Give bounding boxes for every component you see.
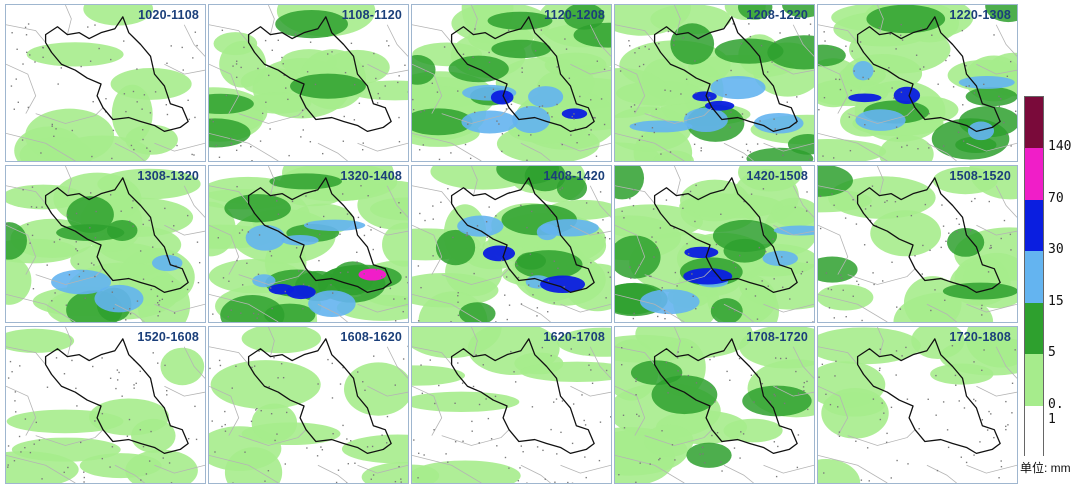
forecast-panel-1220-1308: 1220-1308 xyxy=(817,4,1018,162)
legend-color-swatch xyxy=(1025,97,1043,149)
rain-map xyxy=(818,327,1017,483)
legend-color-swatch xyxy=(1025,148,1043,200)
rain-map xyxy=(615,166,814,322)
forecast-panel-1708-1720: 1708-1720 xyxy=(614,326,815,484)
panel-time-label: 1308-1320 xyxy=(137,169,199,183)
forecast-panel-1520-1608: 1520-1608 xyxy=(5,326,206,484)
rain-map xyxy=(818,5,1017,161)
rain-map xyxy=(6,166,205,322)
legend-color-swatch xyxy=(1025,199,1043,252)
forecast-panel-1320-1408: 1320-1408 xyxy=(208,165,409,323)
forecast-panel-1408-1420: 1408-1420 xyxy=(411,165,612,323)
legend-color-swatch xyxy=(1025,354,1043,406)
forecast-panel-1308-1320: 1308-1320 xyxy=(5,165,206,323)
forecast-panel-1620-1708: 1620-1708 xyxy=(411,326,612,484)
rain-map xyxy=(209,5,408,161)
rain-map xyxy=(615,327,814,483)
panel-time-label: 1220-1308 xyxy=(949,8,1011,22)
panel-time-label: 1620-1708 xyxy=(543,330,605,344)
rain-map xyxy=(818,166,1017,322)
panel-time-label: 1108-1120 xyxy=(341,8,402,22)
legend-unit-label: 单位: mm xyxy=(1020,461,1071,475)
panel-time-label: 1608-1620 xyxy=(340,330,402,344)
panel-time-label: 1520-1608 xyxy=(137,330,199,344)
rain-map xyxy=(412,166,611,322)
rain-map xyxy=(209,166,408,322)
legend-threshold-label: 30 xyxy=(1048,242,1064,258)
panel-time-label: 1508-1520 xyxy=(949,169,1011,183)
precipitation-panel-grid: 1020-1108 1108-1120 1120-1208 1208-1220 1220… xyxy=(5,4,1018,490)
panel-time-label: 1208-1220 xyxy=(746,8,808,22)
forecast-panel-1608-1620: 1608-1620 xyxy=(208,326,409,484)
legend-threshold-label: 0. 1 xyxy=(1048,396,1064,427)
panel-time-label: 1708-1720 xyxy=(746,330,808,344)
precipitation-legend: 单位: mm 140 70 30 15 5 0. 1 xyxy=(1020,96,1078,476)
forecast-panel-1208-1220: 1208-1220 xyxy=(614,4,815,162)
panel-time-label: 1320-1408 xyxy=(340,169,402,183)
rain-map xyxy=(412,327,611,483)
rain-map xyxy=(6,327,205,483)
panel-time-label: 1408-1420 xyxy=(543,169,605,183)
rain-map xyxy=(412,5,611,161)
legend-color-swatch xyxy=(1025,251,1043,303)
forecast-panel-1108-1120: 1108-1120 xyxy=(208,4,409,162)
legend-colorbar xyxy=(1024,96,1044,457)
legend-threshold-label: 15 xyxy=(1048,293,1064,309)
panel-time-label: 1020-1108 xyxy=(138,8,199,22)
forecast-panel-1420-1508: 1420-1508 xyxy=(614,165,815,323)
legend-threshold-label: 5 xyxy=(1048,345,1056,361)
legend-color-swatch xyxy=(1025,405,1043,457)
forecast-panel-1720-1808: 1720-1808 xyxy=(817,326,1018,484)
legend-threshold-label: 70 xyxy=(1048,190,1064,206)
legend-color-swatch xyxy=(1025,302,1043,355)
forecast-panel-1508-1520: 1508-1520 xyxy=(817,165,1018,323)
rain-map xyxy=(209,327,408,483)
panel-time-label: 1720-1808 xyxy=(949,330,1011,344)
legend-threshold-label: 140 xyxy=(1048,139,1072,155)
rain-map xyxy=(6,5,205,161)
rain-map xyxy=(615,5,814,161)
panel-time-label: 1420-1508 xyxy=(746,169,808,183)
panel-time-label: 1120-1208 xyxy=(544,8,605,22)
forecast-panel-1020-1108: 1020-1108 xyxy=(5,4,206,162)
forecast-panel-1120-1208: 1120-1208 xyxy=(411,4,612,162)
